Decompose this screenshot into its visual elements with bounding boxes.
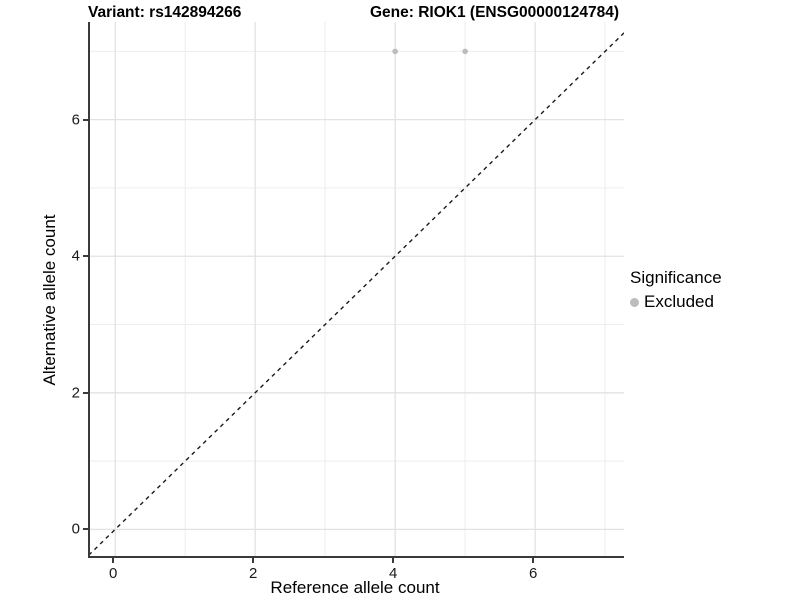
x-tick-label: 4 <box>388 565 398 582</box>
x-tick <box>532 558 535 563</box>
y-tick <box>83 255 88 258</box>
legend: Significance Excluded <box>630 268 722 312</box>
x-tick-label: 0 <box>109 565 118 582</box>
legend-item-excluded: Excluded <box>630 292 722 312</box>
legend-point-icon <box>630 297 639 307</box>
data-point <box>392 48 398 55</box>
y-tick <box>83 391 88 394</box>
legend-item-label: Excluded <box>644 292 714 311</box>
y-tick <box>83 528 88 531</box>
y-tick-label: 6 <box>71 111 80 129</box>
variant-title: Variant: rs142894266 <box>88 4 242 21</box>
data-point <box>462 48 468 55</box>
plot-panel <box>88 22 624 558</box>
x-tick-label: 6 <box>528 565 538 582</box>
identity-line <box>90 31 624 555</box>
x-tick-label: 2 <box>248 565 258 582</box>
legend-title: Significance <box>630 268 722 287</box>
gene-title: Gene: RIOK1 (ENSG00000124784) <box>370 4 619 21</box>
y-tick-label: 0 <box>71 520 80 538</box>
x-tick <box>112 558 115 563</box>
y-tick-label: 4 <box>71 247 80 265</box>
y-axis-title: Alternative allele count <box>40 214 59 386</box>
y-tick-label: 2 <box>71 384 80 402</box>
x-tick <box>392 558 395 563</box>
x-axis-title: Reference allele count <box>270 578 440 597</box>
y-tick <box>83 118 88 121</box>
chart-canvas <box>90 22 624 556</box>
x-tick <box>252 558 255 563</box>
